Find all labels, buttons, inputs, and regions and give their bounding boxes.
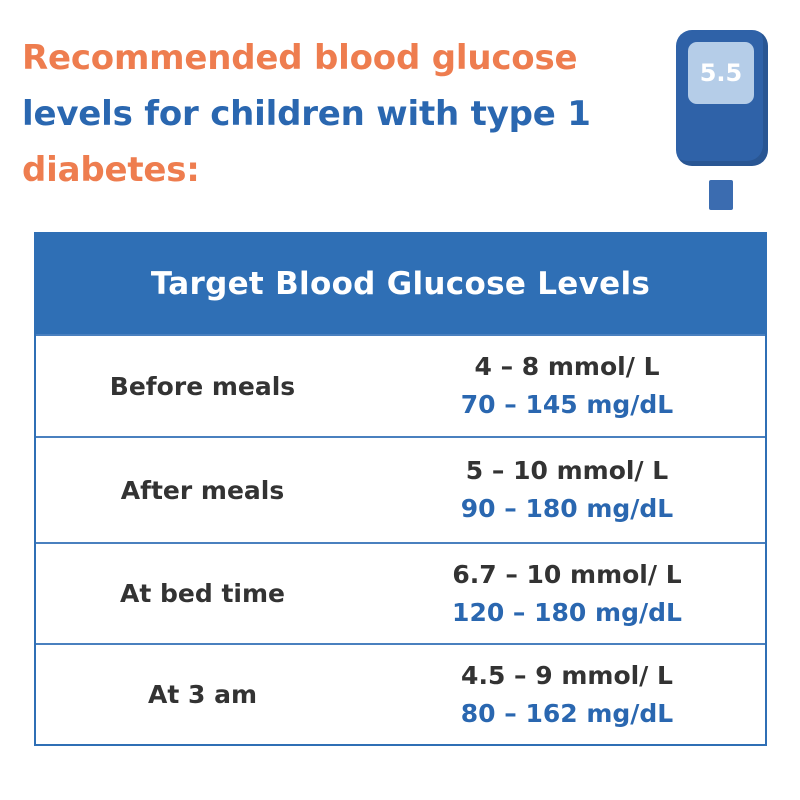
test-strip-icon — [709, 180, 733, 210]
table-row: Before meals 4 – 8 mmol/ L 70 – 145 mg/d… — [36, 334, 765, 436]
row-label: Before meals — [109, 371, 296, 401]
glucose-levels-table: Target Blood Glucose Levels Before meals… — [34, 232, 767, 746]
table-row: After meals 5 – 10 mmol/ L 90 – 180 mg/d… — [36, 436, 765, 542]
title-line-3: diabetes: — [22, 150, 200, 190]
value-mmol: 5 – 10 mmol/ L — [465, 456, 669, 485]
table-row: At bed time 6.7 – 10 mmol/ L 120 – 180 m… — [36, 542, 765, 643]
title-line-2: levels for children with type 1 — [22, 94, 591, 134]
row-label: At bed time — [120, 579, 285, 608]
value-mgdl: 90 – 180 mg/dL — [460, 494, 674, 523]
value-mgdl: 70 – 145 mg/dL — [460, 390, 674, 419]
meter-connector — [706, 166, 736, 180]
value-mmol: 6.7 – 10 mmol/ L — [452, 559, 682, 589]
meter-body: 5.5 — [676, 30, 768, 166]
page-title: Recommended blood glucose levels for chi… — [22, 30, 672, 198]
row-values: 4 – 8 mmol/ L 70 – 145 mg/dL — [369, 336, 765, 436]
row-label: At 3 am — [147, 680, 258, 709]
title-line-1: Recommended blood glucose — [22, 38, 578, 78]
meter-screen: 5.5 — [688, 42, 754, 104]
row-values: 6.7 – 10 mmol/ L 120 – 180 mg/dL — [369, 544, 765, 643]
value-mmol: 4.5 – 9 mmol/ L — [461, 660, 673, 690]
value-mgdl: 80 – 162 mg/dL — [460, 698, 674, 728]
glucose-meter-icon: 5.5 — [676, 30, 768, 210]
row-values: 4.5 – 9 mmol/ L 80 – 162 mg/dL — [369, 645, 765, 744]
table-row: At 3 am 4.5 – 9 mmol/ L 80 – 162 mg/dL — [36, 643, 765, 744]
table-header: Target Blood Glucose Levels — [36, 234, 765, 334]
row-values: 5 – 10 mmol/ L 90 – 180 mg/dL — [369, 438, 765, 542]
value-mgdl: 120 – 180 mg/dL — [452, 597, 682, 627]
value-mmol: 4 – 8 mmol/ L — [474, 352, 660, 381]
meter-reading: 5.5 — [699, 59, 743, 87]
row-label: After meals — [120, 475, 285, 505]
